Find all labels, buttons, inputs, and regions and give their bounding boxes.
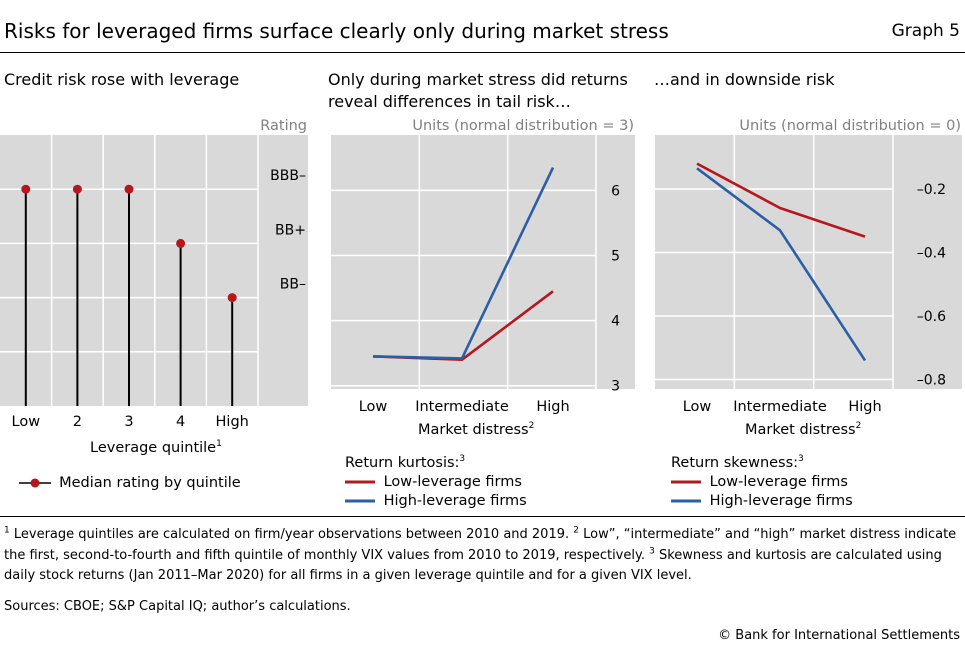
panel2-legend-title-sup: 3 xyxy=(459,454,466,465)
panel3-unit: Units (normal distribution = 0) xyxy=(739,118,961,134)
panel3-y-tick-label: –0.8 xyxy=(917,372,946,388)
panel3-series-low-leverage-line xyxy=(696,162,866,238)
panel3-series-high-leverage-line xyxy=(696,167,867,362)
panel2-background xyxy=(331,135,635,389)
panel1-background xyxy=(0,135,308,406)
panel3-legend-title-text: Return skewness: xyxy=(671,455,799,471)
panel3-title: …and in downside risk xyxy=(654,70,835,89)
panel1-xlabel-sup: 1 xyxy=(216,439,222,450)
legend-lollipop-marker xyxy=(19,478,51,487)
footnote-2: Low”, “intermediate” and “high” market d… xyxy=(4,527,957,563)
figure-title: Risks for leveraged firms surface clearl… xyxy=(4,19,669,43)
panel2-xlabel-sup: 2 xyxy=(528,421,535,432)
panel2-legend-high: High-leverage firms xyxy=(345,493,527,509)
panel1-y-tick-label: BB+ xyxy=(275,222,306,238)
panel1-x-tick-label: 3 xyxy=(124,414,133,430)
panel1-data-point xyxy=(124,184,134,194)
panel1-unit: Rating xyxy=(260,118,307,134)
panel1-data-point xyxy=(227,293,237,303)
panel1-x-tick-label: 2 xyxy=(73,414,82,430)
panel3-x-tick-label: Low xyxy=(683,399,712,415)
panel1-x-tick-label: High xyxy=(216,414,249,430)
charts-svg: BBB– BB+ BB– Low 2 3 4 High 3 4 5 6 Low Intermediate… xyxy=(0,135,962,430)
panel2-legend-title: Return kurtosis:3 xyxy=(345,455,465,471)
panel1-data-point xyxy=(176,238,186,248)
panel1-x-tick-label: 4 xyxy=(176,414,185,430)
panel3-y-tick-label: –0.6 xyxy=(917,309,946,325)
panel1-y-tick-label: BB– xyxy=(280,277,306,293)
panel3-xlabel-text: Market distress xyxy=(745,422,856,438)
panel2-y-tick-label: 6 xyxy=(611,183,620,199)
panel3-xlabel-sup: 2 xyxy=(855,421,862,432)
panel1-plot: BBB– BB+ BB– Low 2 3 4 High xyxy=(0,135,308,430)
footnote-3: Skewness and kurtosis are calculated usi… xyxy=(4,547,942,584)
legend-low-leverage-label: Low-leverage firms xyxy=(383,474,522,490)
panel2-xlabel-text: Market distress xyxy=(418,422,529,438)
legend-red-line-icon xyxy=(671,480,701,484)
legend-red-line-icon xyxy=(345,480,375,484)
panel3-legend-low: Low-leverage firms xyxy=(671,474,848,490)
panel2-y-tick-label: 5 xyxy=(611,248,620,264)
legend-high-leverage-label: High-leverage firms xyxy=(709,493,853,509)
panel2-plot: 3 4 5 6 Low Intermediate High xyxy=(331,135,635,415)
panel2-legend-low: Low-leverage firms xyxy=(345,474,522,490)
legend-high-leverage-label: High-leverage firms xyxy=(383,493,527,509)
panel3-legend-title: Return skewness:3 xyxy=(671,455,804,471)
panel3-xlabel: Market distress2 xyxy=(745,422,861,438)
footnote-1: Leverage quintiles are calculated on fir… xyxy=(9,527,574,542)
panel3-x-tick-label: Intermediate xyxy=(733,399,827,415)
panel1-xlabel-text: Leverage quintile xyxy=(90,440,217,456)
footnotes: 1 Leverage quintiles are calculated on f… xyxy=(4,525,964,587)
panel1-y-tick-label: BBB– xyxy=(270,168,306,184)
footnote-2-mark: 2 xyxy=(573,525,579,536)
legend-median-rating: Median rating by quintile xyxy=(59,474,241,491)
panel2-series-high-leverage-line xyxy=(372,167,555,360)
legend-blue-line-icon xyxy=(345,499,375,503)
panel1-data-point xyxy=(21,184,31,194)
panel2-x-tick-label: High xyxy=(536,399,569,415)
panel2-title-line2: reveal differences in tail risk… xyxy=(328,92,571,111)
panel2-x-tick-label: Low xyxy=(359,399,388,415)
panel1-x-tick-label: Low xyxy=(12,414,41,430)
panel1-data-point xyxy=(72,184,82,194)
panel3-y-tick-label: –0.4 xyxy=(917,245,946,261)
panel3-legend-high: High-leverage firms xyxy=(671,493,853,509)
panel2-x-tick-label: Intermediate xyxy=(415,399,509,415)
panel2-unit: Units (normal distribution = 3) xyxy=(412,118,634,134)
footnote-rule xyxy=(0,516,965,517)
top-rule xyxy=(0,52,965,53)
panel1-xlabel: Leverage quintile1 xyxy=(90,440,222,456)
footnote-1-mark: 1 xyxy=(4,525,10,536)
panel3-legend-title-sup: 3 xyxy=(798,454,804,465)
panel3-background xyxy=(655,135,962,389)
panel2-y-tick-label: 4 xyxy=(611,314,620,330)
panel1-legend: Median rating by quintile xyxy=(19,472,241,491)
sources: Sources: CBOE; S&P Capital IQ; author’s … xyxy=(4,599,351,614)
panel2-y-tick-label: 3 xyxy=(611,379,620,395)
panel3-plot: –0.2 –0.4 –0.6 –0.8 Low Intermediate High xyxy=(655,135,962,415)
panel3-x-tick-label: High xyxy=(848,399,881,415)
legend-blue-line-icon xyxy=(671,499,701,503)
panel2-xlabel: Market distress2 xyxy=(418,422,534,438)
copyright: © Bank for International Settlements xyxy=(718,628,960,643)
panel3-y-tick-label: –0.2 xyxy=(917,182,946,198)
footnote-3-mark: 3 xyxy=(649,546,655,557)
graph-number: Graph 5 xyxy=(891,21,960,41)
panel2-legend-title-text: Return kurtosis: xyxy=(345,455,460,471)
legend-low-leverage-label: Low-leverage firms xyxy=(709,474,848,490)
panel1-title: Credit risk rose with leverage xyxy=(4,70,240,89)
panel2-title-line1: Only during market stress did returns xyxy=(328,70,628,89)
